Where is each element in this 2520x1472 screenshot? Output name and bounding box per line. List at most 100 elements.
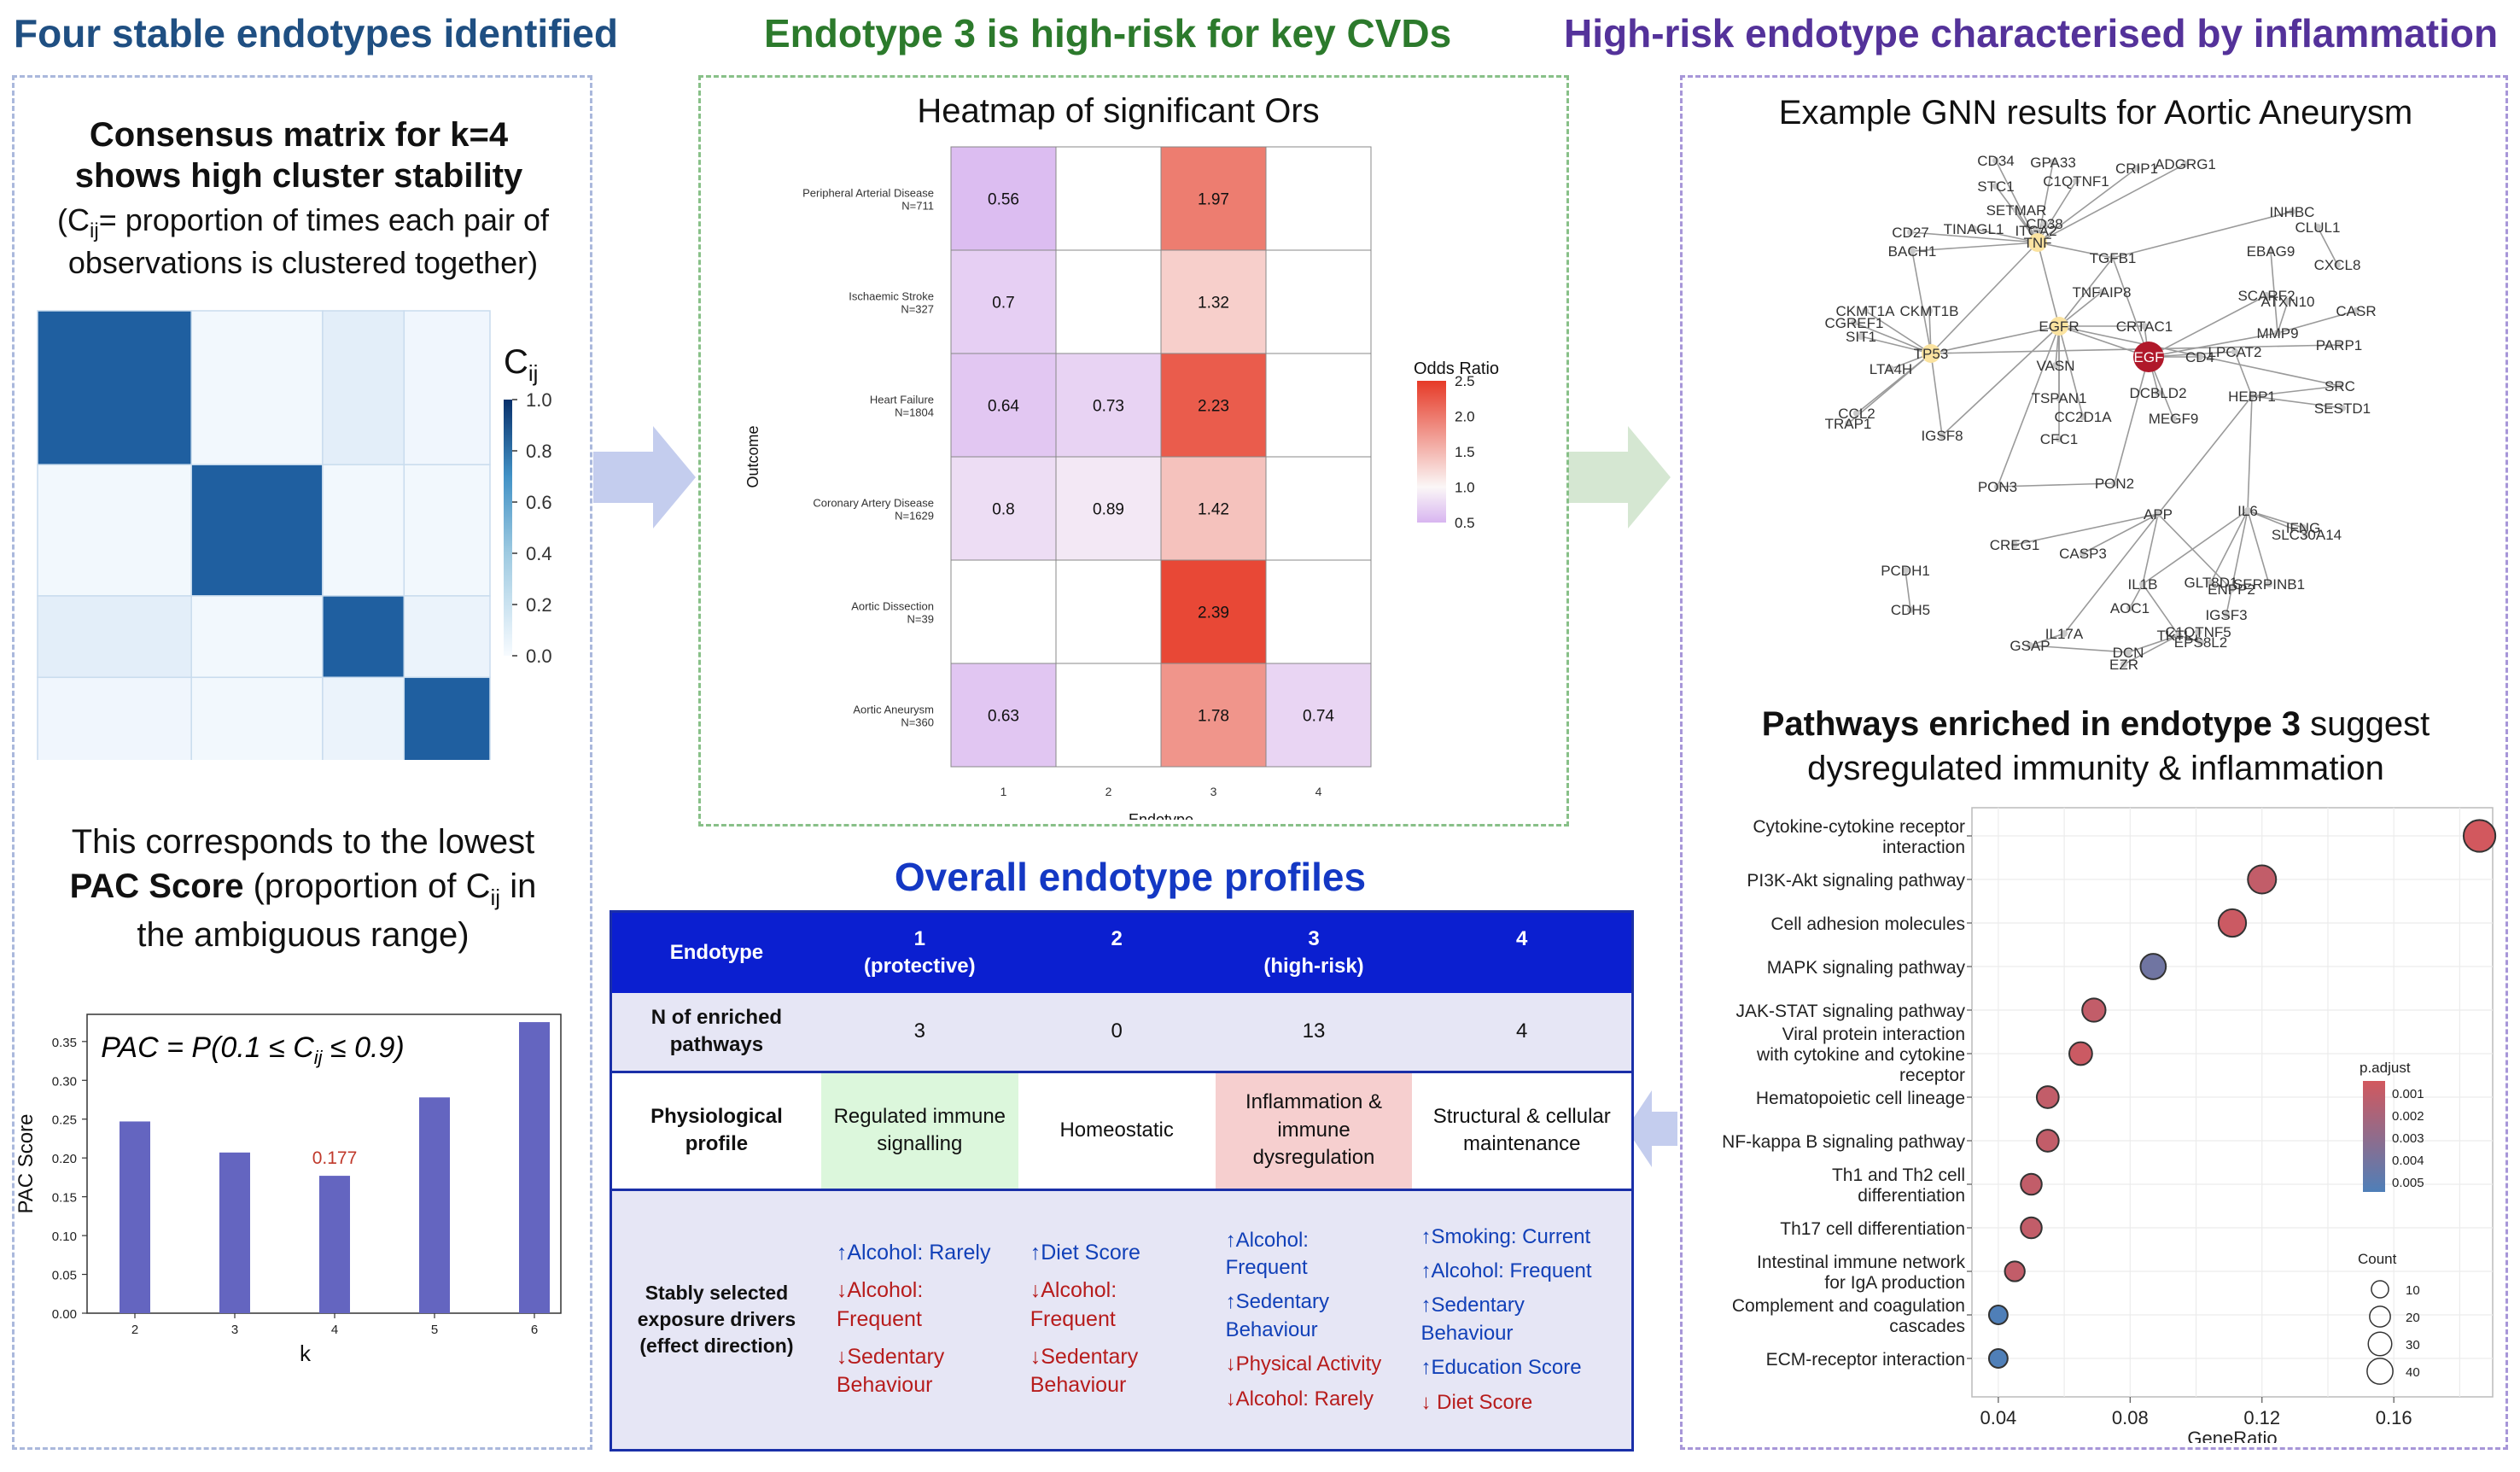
consensus-block-4-2 — [190, 676, 324, 760]
pac-xtick-label: 2 — [131, 1323, 138, 1337]
network-edge — [2029, 645, 2129, 653]
pathway-label: Viral protein interaction — [1782, 1025, 1965, 1044]
network-edge — [2247, 395, 2253, 511]
network-node — [2303, 531, 2310, 538]
network-node — [2334, 261, 2341, 268]
pathway-dot — [2068, 1041, 2093, 1066]
network-edge — [2037, 242, 2114, 259]
pac-ytick-label: 0.05 — [52, 1269, 77, 1283]
count-legend-tick: 10 — [2406, 1283, 2420, 1298]
padj-legend-tick: 0.001 — [2392, 1087, 2424, 1101]
network-edge — [2037, 242, 2060, 327]
network-node — [2050, 159, 2056, 166]
network-edge — [1864, 310, 1932, 354]
network-node-label: CFC1 — [2040, 431, 2078, 447]
heatmap-cell — [1265, 146, 1372, 251]
count-legend-circle — [2371, 1280, 2389, 1299]
dotplot-xtick-label: 0.12 — [2243, 1407, 2280, 1428]
network-node — [2109, 254, 2116, 261]
heatmap-cell-value: 0.8 — [992, 501, 1014, 519]
network-node-label: DCN — [2113, 645, 2144, 661]
heatmap-row-n: N=711 — [901, 200, 934, 213]
network-node — [2141, 323, 2148, 330]
dotplot-xtick-label: 0.16 — [2376, 1407, 2412, 1428]
padj-legend-tick: 0.003 — [2392, 1131, 2424, 1146]
heatmap-cell — [1160, 353, 1267, 458]
heatmap-cell — [1265, 353, 1372, 458]
pac-xtick-label: 5 — [431, 1323, 438, 1337]
heatmap-row-label: Aortic Aneurysm — [853, 704, 934, 716]
network-node-label: SLC30A14 — [2272, 527, 2342, 543]
physio-4: Structural & cellular maintenance — [1432, 1104, 1611, 1155]
heatmap-cell-value: 0.74 — [1303, 708, 1334, 726]
network-node-label: GSAP — [2010, 638, 2050, 654]
heatmap-xlabel: Endotype — [1129, 811, 1193, 820]
network-node — [2056, 435, 2062, 442]
heatmap-cell-value: 2.23 — [1198, 398, 1229, 416]
pathway-label: receptor — [1899, 1066, 1965, 1085]
heatmap-cell — [1265, 249, 1372, 354]
network-node — [2080, 413, 2086, 420]
network-node-highlight — [2028, 233, 2047, 252]
consensus-block-4-3 — [322, 676, 405, 760]
enriched-label: N of enriched pathways — [650, 1005, 783, 1057]
or-legend-tick: 2.0 — [1455, 409, 1475, 425]
network-node — [1992, 183, 1999, 190]
network-edge — [1853, 322, 1932, 354]
pac-bar-3 — [219, 1152, 250, 1313]
network-node — [2170, 415, 2177, 422]
network-node-label: TNF — [2023, 235, 2051, 251]
pac-ylabel: PAC Score — [15, 1114, 38, 1214]
heatmap-cell-value: 1.42 — [1198, 501, 1229, 519]
pac-ytick-label: 0.15 — [52, 1191, 77, 1206]
enriched-4: 4 — [1516, 1019, 1528, 1043]
pathway-dot — [2139, 953, 2167, 980]
network-node-label: BACH1 — [1888, 243, 1937, 260]
network-node-label: SETMAR — [1986, 202, 2047, 219]
physio-3: Inflammation & immune dysregulation — [1215, 1072, 1413, 1189]
network-edge — [2142, 583, 2179, 636]
heatmap-cell — [950, 249, 1057, 354]
network-edge — [2247, 510, 2270, 585]
heatmap-cell — [1160, 456, 1267, 561]
or-legend-bar — [1417, 381, 1446, 523]
network-node — [1939, 432, 1945, 439]
network-node — [1992, 157, 1999, 164]
consensus-block-2-2 — [190, 464, 324, 597]
heatmap-cell-value: 2.39 — [1198, 605, 1229, 622]
network-node — [1902, 567, 1909, 574]
network-node — [2231, 348, 2238, 355]
pac-xtick-label: 3 — [231, 1323, 238, 1337]
network-node — [2011, 541, 2018, 548]
count-legend-circle — [2366, 1358, 2394, 1385]
heatmap-cell-value: 0.89 — [1093, 501, 1124, 519]
network-node-label: SESTD1 — [2314, 400, 2371, 417]
network-node-label: IGSF8 — [1921, 428, 1963, 444]
network-node-label: CD4 — [2185, 349, 2214, 365]
network-node — [1851, 319, 1858, 326]
heatmap-cell-value: 0.73 — [1093, 398, 1124, 416]
consensus-matrix — [37, 310, 491, 760]
consensus-note: (Cij= proportion of times each pair of o… — [57, 202, 549, 280]
network-edge — [2251, 395, 2343, 409]
network-edge — [2114, 356, 2150, 484]
network-node — [2111, 480, 2118, 487]
network-node — [1862, 307, 1869, 314]
pathway-dot — [2462, 819, 2497, 853]
enriched-row: N of enriched pathways 3 0 13 4 — [612, 993, 1631, 1072]
heatmap-col-label: 2 — [1105, 785, 1112, 798]
padj-legend-tick: 0.004 — [2392, 1154, 2424, 1168]
network-edge — [2251, 385, 2341, 397]
or-legend-tick: 2.5 — [1455, 373, 1475, 389]
network-node — [2266, 581, 2272, 587]
pathway-label: Cytokine-cytokine receptor — [1753, 817, 1965, 837]
consensus-block-4-4 — [403, 676, 491, 760]
network-edge — [2037, 161, 2054, 243]
count-legend-tick: 20 — [2406, 1311, 2420, 1325]
network-node-label: CKMT1A — [1836, 303, 1896, 319]
heatmap-row-label: Aortic Dissection — [851, 600, 934, 613]
network-node-label: EPS8L2 — [2174, 634, 2227, 651]
pathway-dot — [1987, 1305, 2009, 1325]
network-node-label: CASP3 — [2059, 546, 2107, 562]
